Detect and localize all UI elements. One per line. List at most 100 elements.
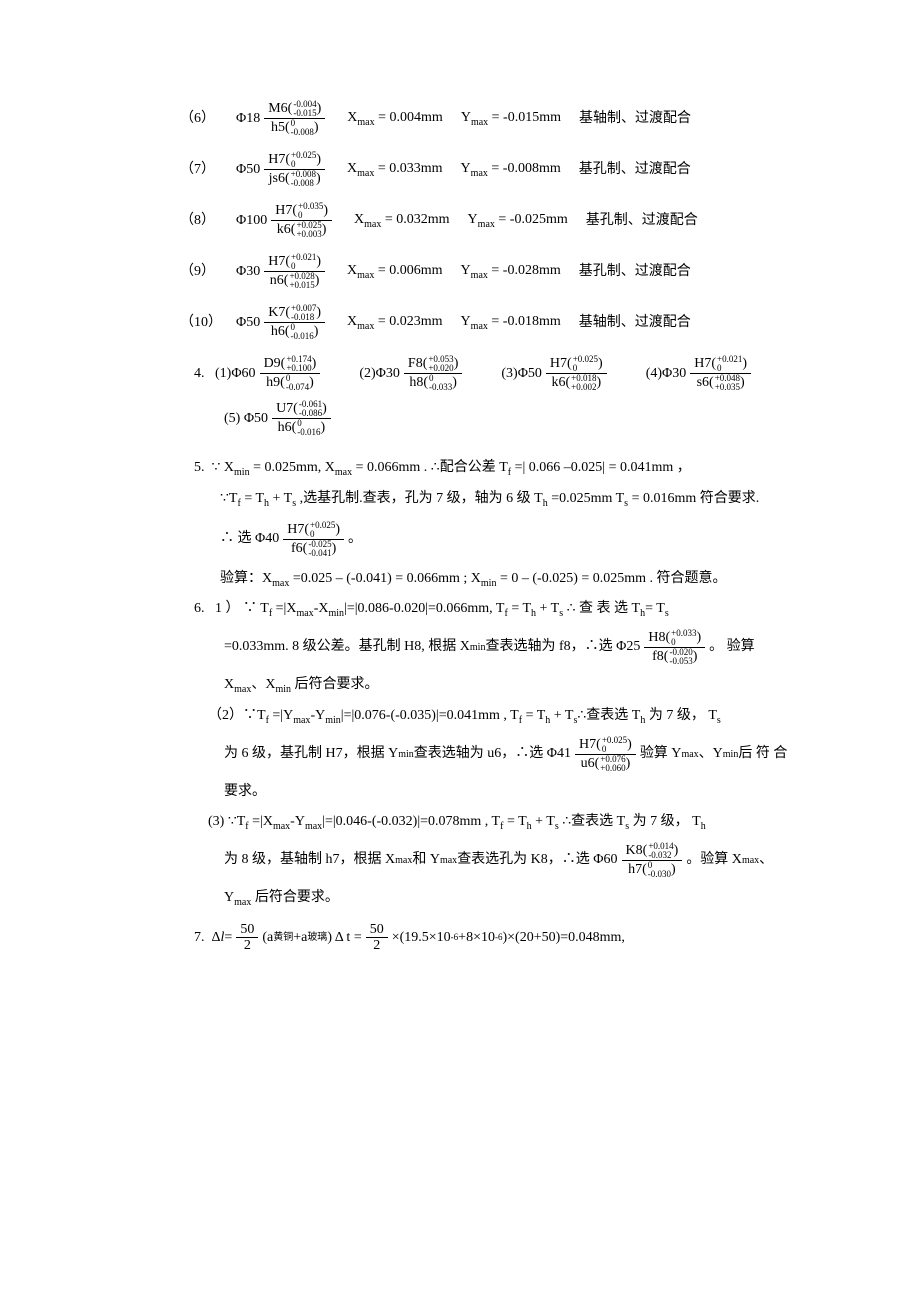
- q4-item: (1) Φ60D9(+0.174+0.100)h9(0-0.074): [208, 355, 324, 392]
- q6-p1: 6. 1 ） ∵ Tf =|Xmax-Xmin|=|0.086-0.020|=0…: [180, 596, 800, 623]
- t: = T: [241, 491, 264, 506]
- idx: (3): [501, 363, 517, 384]
- num: H7(+0.0210): [690, 355, 751, 373]
- note: 基轴制、过渡配合: [579, 312, 691, 333]
- q6-p2: =0.033mm. 8 级公差。基孔制 H8, 根据 Xmin 查表选轴为 f8…: [180, 629, 800, 666]
- phi: Φ30: [376, 363, 400, 384]
- tolerance-frac: D9(+0.174+0.100)h9(0-0.074): [260, 355, 321, 392]
- t: Δ: [212, 925, 221, 952]
- q5-label: 5.: [194, 460, 205, 475]
- d: 2: [369, 938, 384, 953]
- t: ∴查表选 T: [577, 708, 640, 723]
- q4-item: (3) Φ50H7(+0.0250)k6(+0.018+0.002): [494, 355, 610, 392]
- tolerance-frac: H7(+0.0210)n6(+0.028+0.015): [264, 253, 325, 290]
- phi: Φ50: [518, 363, 542, 384]
- den: f8(-0.020-0.053): [648, 648, 701, 666]
- n: 50: [236, 922, 258, 937]
- xmax: Xmax = 0.032mm: [354, 209, 450, 232]
- tolerance-frac: U7(-0.061-0.086)h6(0-0.016): [272, 400, 331, 437]
- xmax: Xmax = 0.023mm: [347, 311, 443, 334]
- idx: (2): [359, 363, 375, 384]
- num: H7(+0.0250): [264, 151, 325, 169]
- s: max: [234, 897, 251, 908]
- q6-p9: Ymax 后符合要求。: [180, 885, 800, 912]
- row-idx: （7）: [180, 159, 236, 180]
- fit-row: （8）Φ100H7(+0.0350)k6(+0.025+0.003)Xmax =…: [180, 202, 800, 239]
- q5-l1: 5. ∵ Xmin = 0.025mm, Xmax = 0.066mm . ∴配…: [180, 455, 800, 482]
- den: h6(0-0.016): [274, 419, 330, 437]
- t: 、X: [251, 677, 275, 692]
- den: f6(-0.025-0.041): [287, 540, 340, 558]
- t: )×(20+50)=0.048mm,: [502, 925, 624, 952]
- xmax: Xmax = 0.004mm: [347, 107, 443, 130]
- den: k6(+0.018+0.002): [547, 374, 605, 392]
- tolerance-frac: H7(+0.0210)s6(+0.048+0.035): [690, 355, 751, 392]
- xmax: Xmax = 0.006mm: [347, 260, 443, 283]
- t: =|Y: [269, 708, 293, 723]
- tolerance-frac: M6(-0.004-0.015)h5(0-0.008): [264, 100, 325, 137]
- t: Y: [224, 890, 234, 905]
- den: js6(+0.008-0.008): [265, 170, 325, 188]
- num: K8(+0.014-0.032): [622, 842, 683, 860]
- den: k6(+0.025+0.003): [273, 221, 331, 239]
- tolerance-frac: H7(+0.0350)k6(+0.025+0.003): [271, 202, 332, 239]
- t: =| 0.066 –0.025| = 0.041mm ，: [511, 460, 691, 475]
- row-idx: （8）: [180, 210, 236, 231]
- s: max: [296, 608, 313, 619]
- ymax: Ymax = -0.015mm: [461, 107, 561, 130]
- t: = 0 – (-0.025) = 0.025mm . 符合题意。: [496, 571, 726, 586]
- t: 查表选孔为 K8，∴选 Φ60: [457, 847, 617, 874]
- t: 验算：X: [220, 571, 272, 586]
- t: 1 ） ∵ T: [215, 601, 269, 616]
- num: H7(+0.0210): [264, 253, 325, 271]
- q4-item: (5) Φ50U7(-0.061-0.086)h6(0-0.016): [224, 411, 335, 426]
- fit-row: （6）Φ18M6(-0.004-0.015)h5(0-0.008)Xmax = …: [180, 100, 800, 137]
- fit-row: （7）Φ50H7(+0.0250)js6(+0.008-0.008)Xmax =…: [180, 151, 800, 188]
- t: 、: [759, 847, 773, 874]
- phi: Φ30: [662, 363, 686, 384]
- t: 后符合要求。: [291, 677, 379, 692]
- s: max: [305, 821, 322, 832]
- s: s: [665, 608, 669, 619]
- q4-line2: (5) Φ50U7(-0.061-0.086)h6(0-0.016): [180, 400, 800, 437]
- t: ∴ 查 表 选 T: [563, 601, 640, 616]
- s: 黄铜: [273, 928, 293, 947]
- t: -Y: [290, 814, 305, 829]
- num: H7(+0.0350): [271, 202, 332, 220]
- t: |=|0.076-(-0.035)|=0.041mm , T: [341, 708, 519, 723]
- den: h5(0-0.008): [267, 119, 323, 137]
- num: U7(-0.061-0.086): [272, 400, 331, 418]
- row-idx: （6）: [180, 108, 236, 129]
- den: u6(+0.076+0.060): [577, 755, 635, 773]
- t: = 0.066mm . ∴配合公差 T: [352, 460, 508, 475]
- row-idx: （10）: [180, 312, 236, 333]
- t: 和 Y: [412, 847, 440, 874]
- fit-row: （10）Φ50K7(+0.007-0.018)h6(0-0.016)Xmax =…: [180, 304, 800, 341]
- q6-p8: 为 8 级，基轴制 h7，根据 Xmax 和 Ymax 查表选孔为 K8，∴选 …: [180, 842, 800, 879]
- t: = 0.016mm 符合要求.: [628, 491, 759, 506]
- t: ∵ X: [212, 460, 235, 475]
- ymax: Ymax = -0.008mm: [461, 158, 561, 181]
- t: = T: [503, 814, 526, 829]
- s: max: [335, 467, 352, 478]
- num: M6(-0.004-0.015): [264, 100, 325, 118]
- ymax: Ymax = -0.028mm: [461, 260, 561, 283]
- q5-l3: ∴ 选 Φ40 H7(+0.0250)f6(-0.025-0.041) 。: [180, 521, 800, 558]
- s: max: [440, 851, 457, 870]
- tolerance-frac: H7(+0.0250)f6(-0.025-0.041): [283, 521, 344, 558]
- q7-label: 7.: [194, 925, 205, 952]
- q6-p4: （2）∵Tf =|Ymax-Ymin|=|0.076-(-0.035)|=0.0…: [180, 703, 800, 730]
- s: max: [681, 745, 698, 764]
- t: = T: [522, 708, 545, 723]
- q4-label: 4.: [194, 366, 205, 381]
- s: min: [398, 745, 414, 764]
- s: -6: [495, 929, 503, 946]
- den: h8(0-0.033): [405, 374, 461, 392]
- t: = 0.025mm, X: [250, 460, 335, 475]
- tolerance-frac: K7(+0.007-0.018)h6(0-0.016): [264, 304, 325, 341]
- t: ) Δ t =: [327, 925, 361, 952]
- s: max: [293, 715, 310, 726]
- t: 为 7 级， T: [629, 814, 701, 829]
- num: H8(+0.0330): [644, 629, 705, 647]
- num: D9(+0.174+0.100): [260, 355, 321, 373]
